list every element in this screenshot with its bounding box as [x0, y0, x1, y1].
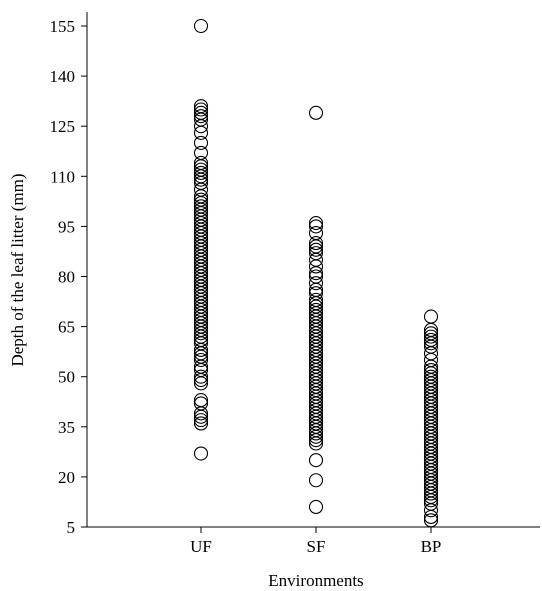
- plot-area: 5 20 35 50 65 80 95 110 125 140 155 UF SF BP: [50, 12, 540, 556]
- data-point: [193, 165, 209, 181]
- y-tick-label: 35: [58, 418, 75, 437]
- data-point: [308, 242, 324, 257]
- x-tick-label: BP: [421, 537, 442, 556]
- y-axis-ticks: 5 20 35 50 65 80 95 110 125 140 155: [50, 17, 87, 537]
- data-point: [193, 199, 209, 214]
- series-uf: [193, 18, 209, 461]
- data-point: [193, 162, 209, 177]
- y-axis-title: Depth of the leaf litter (mm): [8, 173, 27, 366]
- data-point: [193, 396, 209, 411]
- data-point: [308, 292, 324, 307]
- data-point: [308, 453, 324, 468]
- data-point: [423, 369, 439, 384]
- data-point: [423, 326, 439, 341]
- data-points: [193, 18, 439, 528]
- y-tick-label: 80: [58, 268, 75, 287]
- y-tick-label: 50: [58, 368, 75, 387]
- data-point: [193, 145, 209, 160]
- data-point: [423, 309, 439, 324]
- data-point: [193, 369, 209, 384]
- data-point: [308, 105, 324, 120]
- x-axis-title: Environments: [268, 571, 363, 590]
- y-tick-label: 125: [50, 117, 76, 136]
- data-point: [193, 102, 209, 117]
- data-point: [193, 413, 209, 428]
- data-point: [193, 372, 209, 388]
- data-point: [308, 236, 324, 251]
- x-tick-label: UF: [190, 537, 212, 556]
- y-tick-label: 140: [50, 67, 76, 86]
- data-point: [193, 105, 209, 120]
- data-point: [193, 99, 209, 114]
- data-point: [423, 362, 439, 378]
- data-point: [308, 302, 324, 317]
- data-point: [423, 329, 439, 344]
- data-point: [193, 416, 209, 431]
- data-point: [193, 18, 209, 34]
- data-point: [193, 135, 209, 150]
- data-point: [308, 286, 324, 301]
- data-point: [193, 393, 209, 408]
- x-axis-ticks: UF SF BP: [190, 527, 441, 556]
- data-point: [308, 226, 324, 241]
- data-point: [193, 109, 209, 124]
- y-tick-label: 65: [58, 318, 75, 337]
- data-point: [308, 276, 324, 291]
- y-tick-label: 155: [50, 17, 76, 36]
- data-point: [308, 216, 324, 231]
- y-tick-label: 95: [58, 217, 75, 236]
- y-tick-label: 110: [50, 167, 75, 186]
- data-point: [308, 473, 324, 488]
- data-point: [308, 219, 324, 234]
- y-tick-label: 5: [67, 518, 76, 537]
- y-tick-label: 20: [58, 468, 75, 487]
- data-point: [193, 446, 209, 461]
- x-tick-label: SF: [307, 537, 326, 556]
- data-point: [308, 269, 324, 284]
- series-bp: [423, 309, 439, 528]
- data-point: [193, 352, 209, 368]
- data-point: [308, 499, 324, 515]
- data-point: [193, 155, 209, 170]
- data-point: [423, 513, 439, 528]
- series-sf: [308, 105, 324, 515]
- data-point: [193, 192, 209, 207]
- data-point: [423, 332, 439, 348]
- data-point: [308, 246, 324, 261]
